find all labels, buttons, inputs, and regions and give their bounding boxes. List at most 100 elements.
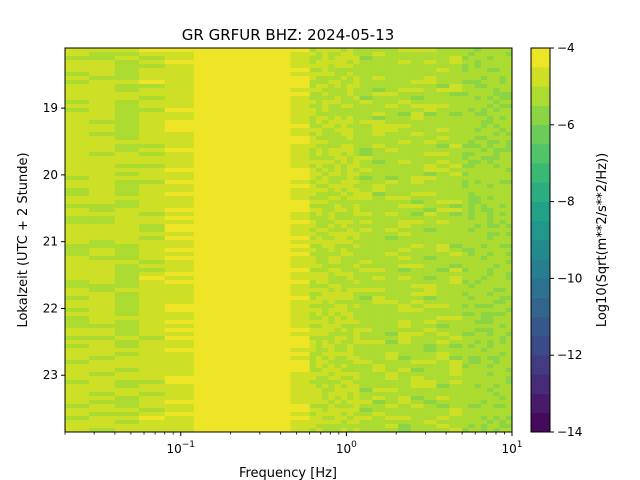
heatmap-cell bbox=[480, 156, 488, 161]
heatmap-cell bbox=[480, 384, 488, 389]
heatmap-cell bbox=[493, 308, 500, 313]
heatmap-cell bbox=[278, 120, 291, 125]
heatmap-cell bbox=[290, 144, 311, 149]
heatmap-cell bbox=[462, 88, 469, 93]
heatmap-cell bbox=[372, 344, 386, 349]
heatmap-cell bbox=[65, 180, 90, 185]
heatmap-cell bbox=[218, 304, 231, 309]
heatmap-cell bbox=[89, 124, 116, 129]
heatmap-cell bbox=[372, 232, 386, 237]
heatmap-cell bbox=[193, 348, 207, 353]
heatmap-cell bbox=[347, 56, 354, 61]
heatmap-cell bbox=[436, 84, 450, 89]
heatmap-cell bbox=[480, 312, 488, 317]
heatmap-cell bbox=[436, 216, 450, 221]
heatmap-cell bbox=[218, 232, 231, 237]
heatmap-cell bbox=[254, 180, 267, 185]
heatmap-cell bbox=[340, 344, 348, 349]
heatmap-cell bbox=[385, 412, 399, 417]
heatmap-cell bbox=[462, 324, 469, 329]
heatmap-cell bbox=[397, 412, 412, 417]
heatmap-cell bbox=[114, 76, 140, 81]
heatmap-cell bbox=[397, 328, 412, 333]
heatmap-cell bbox=[397, 340, 412, 345]
heatmap-cell bbox=[353, 144, 360, 149]
heatmap-cell bbox=[347, 76, 354, 81]
heatmap-cell bbox=[278, 260, 291, 265]
heatmap-cell bbox=[328, 424, 335, 429]
heatmap-cell bbox=[309, 284, 317, 289]
heatmap-cell bbox=[474, 224, 482, 229]
heatmap-cell bbox=[347, 372, 354, 377]
heatmap-cell bbox=[505, 328, 512, 333]
heatmap-cell bbox=[493, 204, 500, 209]
heatmap-cell bbox=[474, 248, 482, 253]
heatmap-cell bbox=[309, 256, 317, 261]
heatmap-cell bbox=[468, 312, 476, 317]
heatmap-cell bbox=[309, 196, 317, 201]
heatmap-cell bbox=[218, 344, 231, 349]
heatmap-cell bbox=[487, 320, 494, 325]
heatmap-cell bbox=[242, 400, 255, 405]
heatmap-cell bbox=[499, 392, 507, 397]
heatmap-cell bbox=[505, 396, 512, 401]
heatmap-cell bbox=[266, 268, 279, 273]
heatmap-cell bbox=[353, 64, 360, 69]
heatmap-cell bbox=[410, 116, 425, 121]
heatmap-cell bbox=[436, 260, 450, 265]
heatmap-cell bbox=[353, 232, 360, 237]
heatmap-cell bbox=[487, 204, 494, 209]
heatmap-cell bbox=[480, 336, 488, 341]
heatmap-cell bbox=[410, 296, 425, 301]
heatmap-cell bbox=[205, 248, 219, 253]
heatmap-cell bbox=[114, 48, 140, 53]
heatmap-cell bbox=[309, 180, 317, 185]
heatmap-cell bbox=[218, 412, 231, 417]
heatmap-cell bbox=[385, 152, 399, 157]
heatmap-cell bbox=[474, 192, 482, 197]
heatmap-cell bbox=[266, 344, 279, 349]
heatmap-cell bbox=[230, 96, 243, 101]
heatmap-cell bbox=[322, 76, 329, 81]
heatmap-cell bbox=[372, 428, 386, 432]
heatmap-cell bbox=[242, 128, 255, 133]
heatmap-cell bbox=[309, 400, 317, 405]
heatmap-cell bbox=[322, 200, 329, 205]
heatmap-cell bbox=[423, 380, 437, 385]
heatmap-cell bbox=[353, 208, 360, 213]
heatmap-cell bbox=[353, 328, 360, 333]
heatmap-cell bbox=[218, 100, 231, 105]
heatmap-cell bbox=[266, 224, 279, 229]
heatmap-cell bbox=[499, 352, 507, 357]
heatmap-cell bbox=[278, 64, 291, 69]
heatmap-cell bbox=[315, 364, 323, 369]
heatmap-cell bbox=[493, 164, 500, 169]
heatmap-cell bbox=[89, 380, 116, 385]
heatmap-cell bbox=[493, 388, 500, 393]
heatmap-cell bbox=[218, 284, 231, 289]
colorbar-level bbox=[531, 278, 550, 298]
heatmap-cell bbox=[266, 68, 279, 73]
heatmap-cell bbox=[359, 208, 373, 213]
heatmap-cell bbox=[499, 180, 507, 185]
heatmap-cell bbox=[353, 260, 360, 265]
heatmap-cell bbox=[347, 148, 354, 153]
heatmap-cell bbox=[205, 300, 219, 305]
heatmap-cell bbox=[334, 428, 342, 432]
heatmap-cell bbox=[205, 344, 219, 349]
heatmap-cell bbox=[493, 88, 500, 93]
heatmap-cell bbox=[474, 80, 482, 85]
heatmap-cell bbox=[505, 352, 512, 357]
heatmap-cell bbox=[462, 212, 469, 217]
heatmap-cell bbox=[266, 196, 279, 201]
heatmap-cell bbox=[359, 128, 373, 133]
heatmap-cell bbox=[449, 128, 463, 133]
heatmap-cell bbox=[385, 168, 399, 173]
heatmap-cell bbox=[385, 204, 399, 209]
heatmap-cell bbox=[468, 412, 476, 417]
heatmap-cell bbox=[410, 144, 425, 149]
heatmap-cell bbox=[334, 60, 342, 65]
heatmap-cell bbox=[468, 60, 476, 65]
heatmap-cell bbox=[499, 248, 507, 253]
heatmap-cell bbox=[499, 376, 507, 381]
